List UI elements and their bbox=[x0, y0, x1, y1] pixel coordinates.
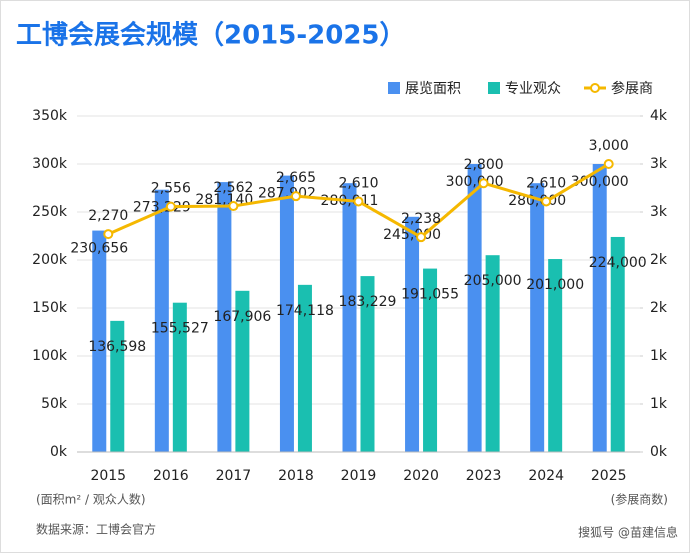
y2-tick-label: 3k bbox=[650, 204, 668, 220]
bar bbox=[485, 255, 500, 452]
data-label: 230,656 bbox=[70, 241, 128, 257]
bar bbox=[405, 216, 420, 452]
y2-tick-label: 0k bbox=[650, 444, 668, 460]
source: 数据来源：工博会官方 bbox=[36, 522, 156, 537]
y-tick-label: 250k bbox=[32, 204, 68, 220]
bar bbox=[342, 183, 357, 452]
y-tick-label: 0k bbox=[50, 444, 68, 460]
bar bbox=[297, 284, 312, 452]
y2-axis-label: (参展商数) bbox=[611, 492, 668, 507]
data-label: 167,906 bbox=[213, 309, 271, 325]
legend-label: 专业观众 bbox=[505, 81, 561, 97]
data-label: 287,902 bbox=[258, 186, 316, 202]
credit: 搜狐号 @苗建信息 bbox=[578, 525, 678, 540]
data-label: 224,000 bbox=[589, 255, 647, 271]
line-marker bbox=[541, 196, 552, 207]
bar bbox=[110, 320, 125, 452]
data-label: 205,000 bbox=[464, 273, 522, 289]
bar bbox=[172, 302, 187, 452]
y-tick-label: 350k bbox=[32, 108, 68, 124]
line-marker bbox=[416, 232, 427, 243]
bar bbox=[467, 164, 482, 452]
bar bbox=[235, 290, 250, 452]
line-marker bbox=[165, 201, 176, 212]
bar bbox=[610, 236, 625, 452]
bar bbox=[423, 268, 438, 452]
data-label: 174,118 bbox=[276, 303, 334, 319]
y2-tick-label: 1k bbox=[650, 396, 668, 412]
bar bbox=[279, 175, 294, 452]
legend-swatch bbox=[388, 82, 400, 94]
bar bbox=[92, 230, 107, 452]
data-label: 2,665 bbox=[276, 170, 316, 186]
bar bbox=[592, 164, 607, 452]
chart-title: 工博会展会规模（2015-2025） bbox=[16, 21, 406, 51]
line-marker bbox=[228, 201, 239, 212]
data-label: 3,000 bbox=[589, 138, 629, 154]
x-tick-label: 2023 bbox=[466, 468, 502, 484]
data-label: 155,527 bbox=[151, 321, 209, 337]
line-marker bbox=[353, 196, 364, 207]
x-tick-label: 2018 bbox=[278, 468, 314, 484]
legend-label: 参展商 bbox=[611, 80, 653, 97]
data-label: 2,800 bbox=[464, 157, 504, 173]
data-label: 2,270 bbox=[88, 208, 128, 224]
data-label: 2,562 bbox=[213, 180, 253, 196]
y-axis-label: (面积m² / 观众人数) bbox=[36, 492, 146, 507]
data-label: 273,229 bbox=[133, 200, 191, 216]
data-label: 2,556 bbox=[151, 181, 191, 197]
y-tick-label: 300k bbox=[32, 156, 68, 172]
x-tick-label: 2025 bbox=[591, 468, 627, 484]
y2-tick-label: 1k bbox=[650, 348, 668, 364]
y2-tick-label: 3k bbox=[650, 156, 668, 172]
data-label: 2,238 bbox=[401, 211, 441, 227]
data-label: 201,000 bbox=[526, 277, 584, 293]
bar bbox=[548, 259, 563, 452]
y-tick-label: 200k bbox=[32, 252, 68, 268]
bar bbox=[530, 183, 545, 452]
x-tick-label: 2024 bbox=[528, 468, 564, 484]
legend-swatch bbox=[590, 83, 600, 93]
line-marker bbox=[603, 159, 614, 169]
y2-tick-label: 4k bbox=[650, 108, 668, 124]
y-tick-label: 50k bbox=[41, 396, 68, 412]
data-label: 183,229 bbox=[339, 294, 397, 310]
y2-tick-label: 2k bbox=[650, 252, 668, 268]
x-tick-label: 2016 bbox=[153, 468, 189, 484]
y2-tick-label: 2k bbox=[650, 300, 668, 316]
legend-swatch bbox=[488, 82, 500, 94]
legend-label: 展览面积 bbox=[405, 81, 461, 97]
data-label: 136,598 bbox=[88, 339, 146, 355]
line-marker bbox=[478, 178, 489, 189]
line-marker bbox=[103, 229, 114, 240]
bar bbox=[217, 182, 232, 453]
x-tick-label: 2015 bbox=[90, 468, 126, 484]
data-label: 2,610 bbox=[526, 175, 566, 191]
x-tick-label: 2019 bbox=[341, 468, 377, 484]
y-tick-label: 100k bbox=[32, 348, 68, 364]
bar bbox=[154, 189, 169, 452]
x-tick-label: 2020 bbox=[403, 468, 439, 484]
bar bbox=[360, 276, 375, 452]
y-tick-label: 150k bbox=[32, 300, 68, 316]
data-label: 191,055 bbox=[401, 287, 459, 303]
line-marker bbox=[290, 191, 301, 202]
x-tick-label: 2017 bbox=[216, 468, 252, 484]
data-label: 2,610 bbox=[338, 175, 378, 191]
